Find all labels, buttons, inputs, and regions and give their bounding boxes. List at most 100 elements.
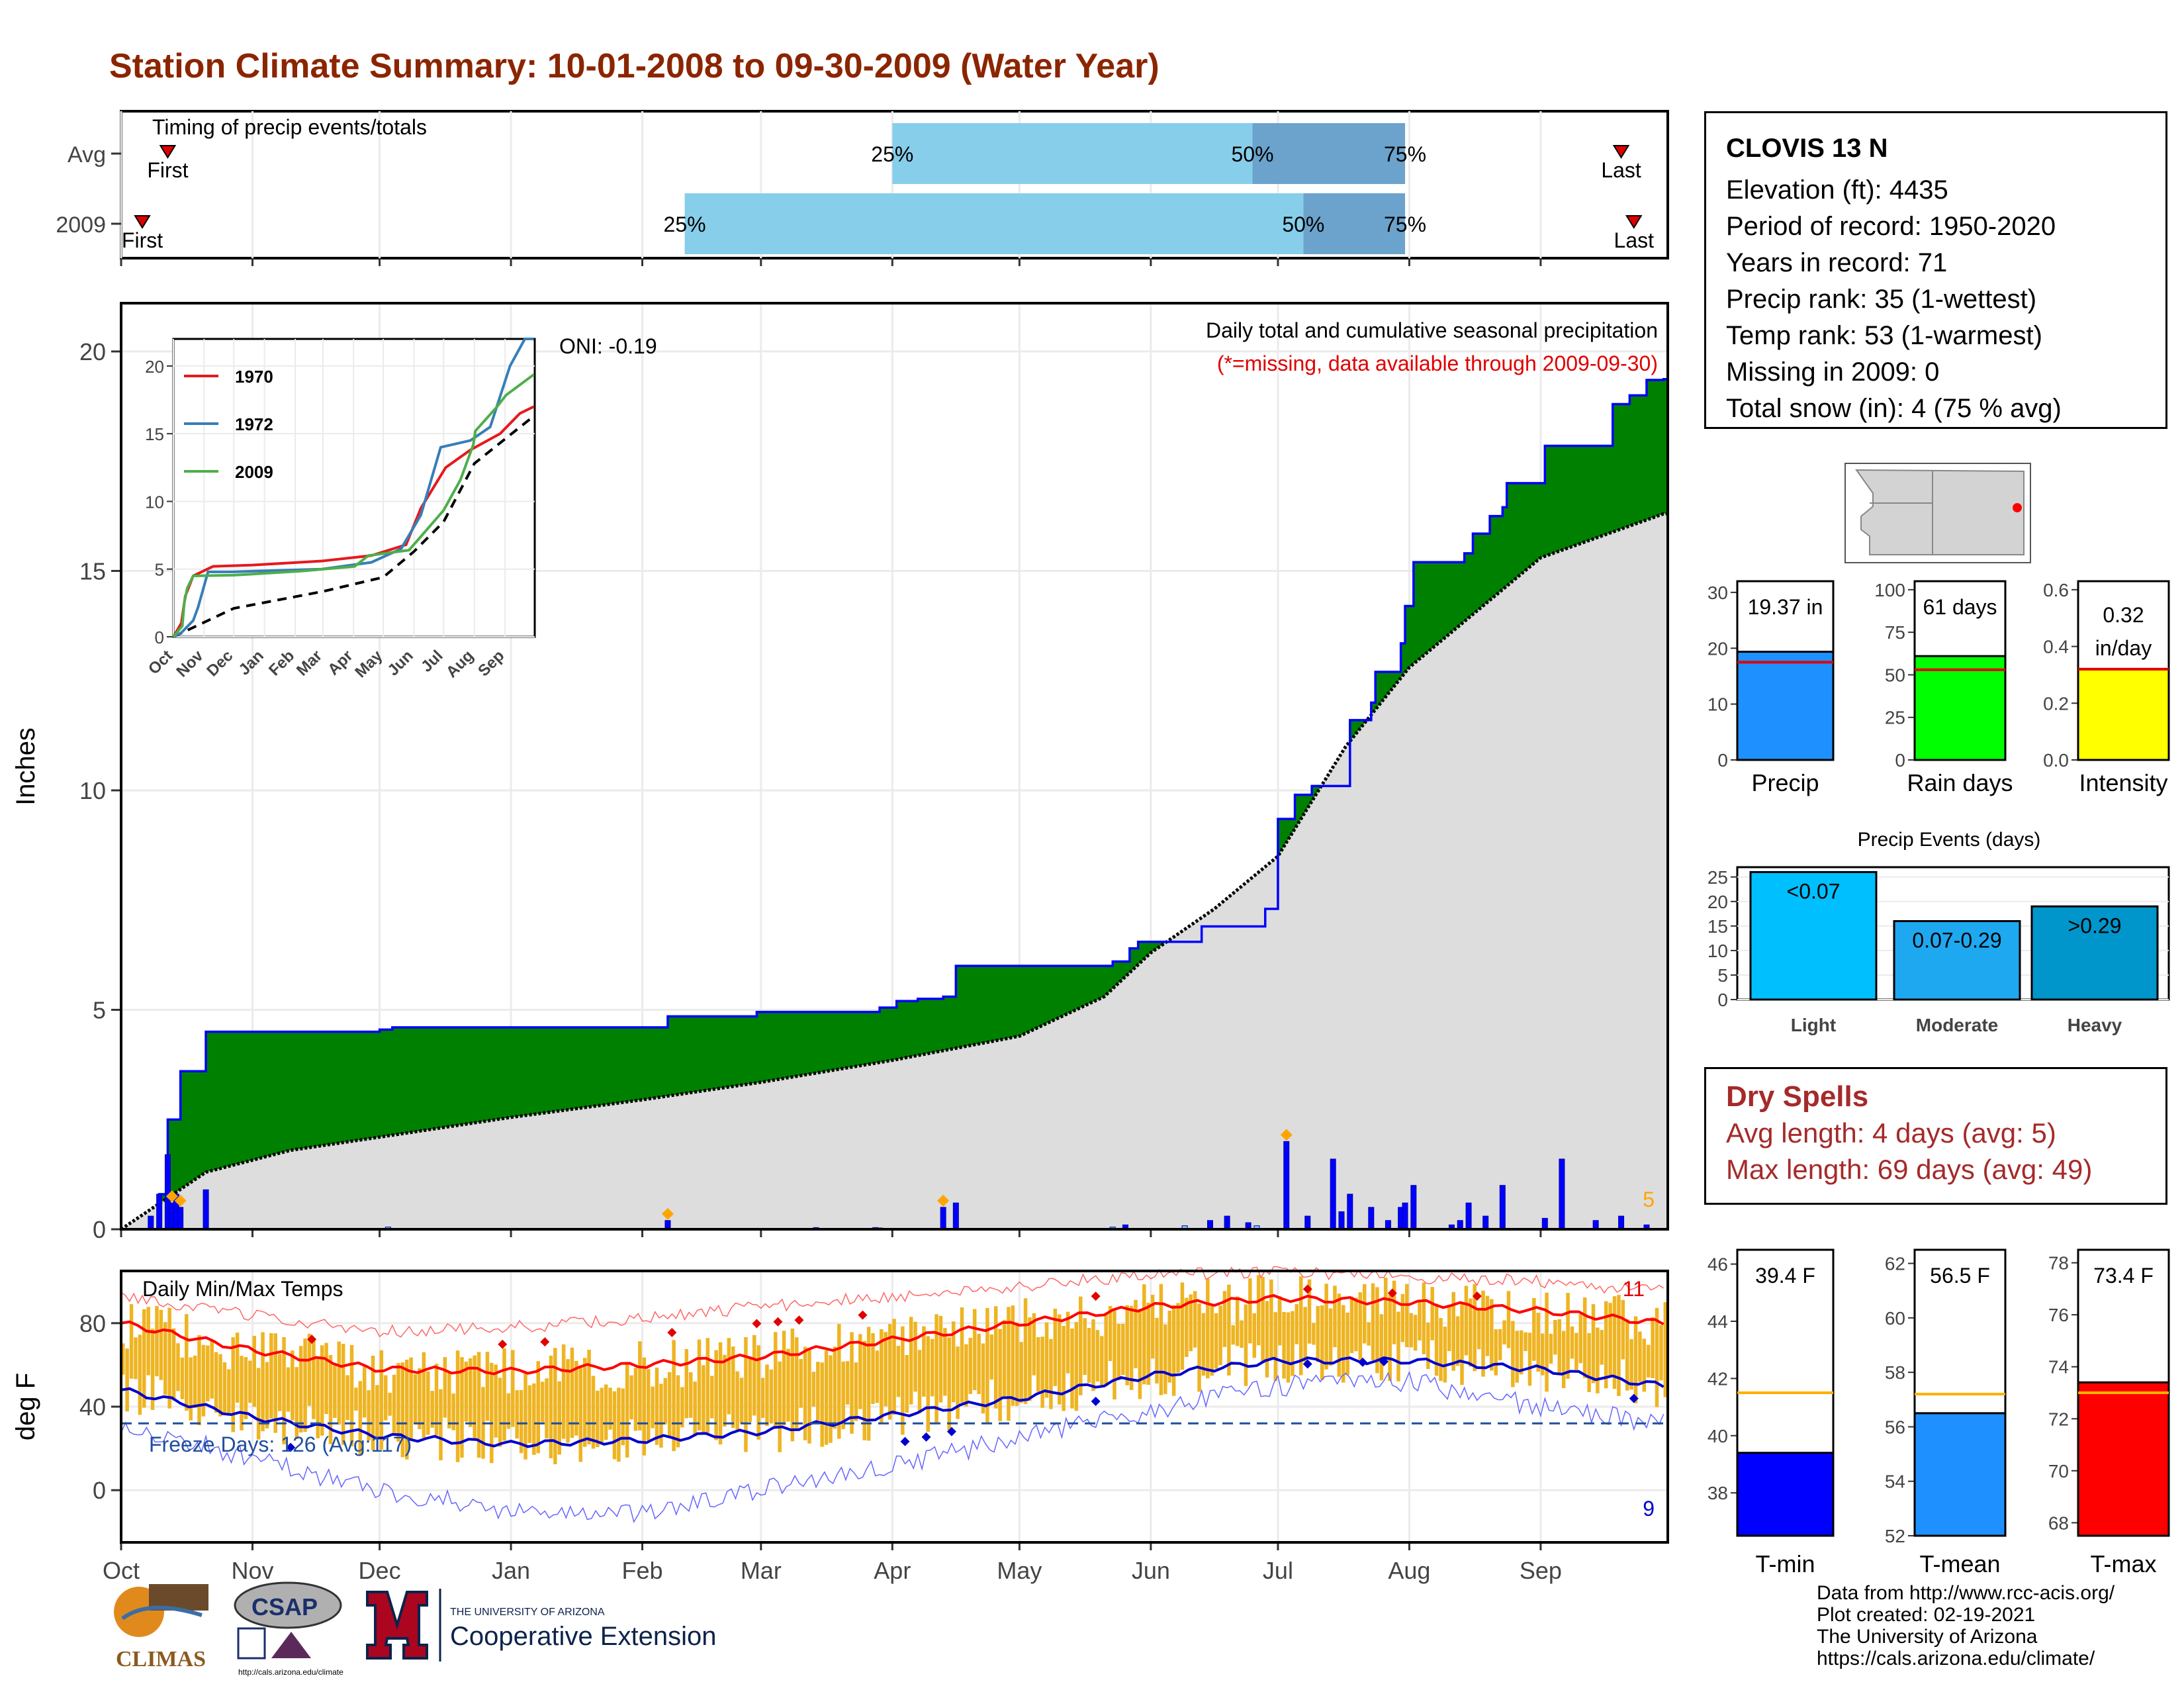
temp-total-label: T-min <box>1756 1550 1815 1577</box>
credits: Data from http://www.rcc-acis.org/ Plot … <box>1817 1582 2115 1669</box>
precip-ytick-label: 5 <box>93 996 106 1023</box>
station-name: CLOVIS 13 N <box>1726 134 1888 163</box>
station-years: Years in record: 71 <box>1726 248 1948 277</box>
record-low-line <box>120 1370 1664 1524</box>
timing-first-marker <box>134 215 151 229</box>
events-bar-label: >0.29 <box>2068 914 2122 937</box>
temp-total-value: 73.4 F <box>2093 1264 2154 1288</box>
record-low-marker <box>1629 1393 1639 1403</box>
timing-last-marker <box>1625 215 1643 229</box>
station-snow: Total snow (in): 4 (75 % avg) <box>1726 394 2062 423</box>
precip-daily-bar <box>148 1215 154 1230</box>
timing-bar-25-50 <box>892 123 1253 184</box>
month-label: Jul <box>1263 1557 1293 1584</box>
precip-total-1-ytick-label: 75 <box>1885 622 1905 643</box>
inset-ytick-label: 15 <box>145 424 164 444</box>
record-high-marker <box>1302 1284 1312 1294</box>
temp-total-ytick-label: 62 <box>1885 1254 1905 1274</box>
timing-label-25: 25% <box>871 142 913 166</box>
events-ytick-label: 15 <box>1707 916 1728 937</box>
station-period: Period of record: 1950-2020 <box>1726 212 2056 241</box>
events-ytick-label: 20 <box>1707 892 1728 912</box>
precip-daily-bar <box>1618 1215 1625 1230</box>
logos: CLIMAS CSAP http://cals.arizona.edu/clim… <box>114 1581 716 1677</box>
temp-total-value: 56.5 F <box>1930 1264 1990 1288</box>
record-high-marker <box>540 1337 550 1347</box>
snow-count: 5 <box>1643 1188 1655 1211</box>
station-location-marker <box>2013 503 2022 512</box>
events-bar-label: 0.07-0.29 <box>1912 928 2001 952</box>
dry-spells-avg: Avg length: 4 days (avg: 5) <box>1726 1117 2056 1149</box>
events-ytick-label: 5 <box>1717 965 1728 986</box>
record-high-marker <box>1387 1288 1397 1298</box>
timing-row-label: Avg <box>68 142 106 167</box>
inset-legend-label: 2009 <box>235 462 273 482</box>
station-info-box: CLOVIS 13 N Elevation (ft): 4435 Period … <box>1704 111 2167 429</box>
month-label: Sep <box>1520 1557 1562 1584</box>
record-high-marker <box>498 1339 508 1349</box>
events-bar <box>1749 870 1878 1001</box>
precip-total-0-ytick-label: 10 <box>1707 694 1728 715</box>
precip-total-0-ytick-label: 20 <box>1707 638 1728 659</box>
temp-total-ytick-label: 60 <box>1885 1308 1905 1329</box>
precip-daily-bar <box>1541 1217 1548 1230</box>
station-missing: Missing in 2009: 0 <box>1726 357 1940 387</box>
precip-climatology-area <box>121 514 1668 1230</box>
record-high-marker <box>794 1315 804 1325</box>
precip-daily-bar <box>1283 1141 1290 1230</box>
temp-total-ytick-label: 58 <box>1885 1362 1905 1383</box>
inset-series-line <box>173 338 534 638</box>
record-high-marker <box>773 1317 783 1327</box>
precip-daily-bar <box>1402 1202 1408 1230</box>
precip-title: Daily total and cumulative seasonal prec… <box>1206 318 1658 342</box>
precip-total-value: 19.37 in <box>1748 595 1823 619</box>
precip-total-value: 61 days <box>1923 595 1997 619</box>
snow-marker <box>1280 1129 1293 1141</box>
precip-daily-bar <box>1410 1185 1417 1230</box>
timing-title: Timing of precip events/totals <box>152 115 427 139</box>
events-category-label: Moderate <box>1916 1015 1998 1035</box>
month-label: Apr <box>874 1557 911 1584</box>
record-high-marker <box>1091 1291 1101 1301</box>
record-high-marker <box>307 1335 317 1344</box>
temp-total-value: 39.4 F <box>1755 1264 1815 1288</box>
precip-total-2-ytick-label: 0.6 <box>2043 580 2069 600</box>
month-label: Feb <box>622 1557 663 1584</box>
freeze-days-label: Freeze Days: 126 (Avg:117) <box>149 1432 412 1456</box>
events-bar <box>1893 919 2021 1001</box>
month-label: Nov <box>231 1557 273 1584</box>
temp-total-ytick-label: 54 <box>1885 1472 1905 1492</box>
temp-total-ytick-label: 72 <box>2048 1409 2069 1429</box>
events-category-label: Light <box>1791 1015 1836 1035</box>
events-category-label: Heavy <box>2068 1015 2122 1035</box>
page-title: Station Climate Summary: 10-01-2008 to 0… <box>109 47 1160 85</box>
snow-marker <box>174 1194 187 1207</box>
precip-total-0-bar <box>1736 651 1835 761</box>
timing-bar-50-75 <box>1303 193 1406 254</box>
precip-ytick-label: 15 <box>79 557 106 585</box>
timing-label-50: 50% <box>1232 142 1274 166</box>
temp-total-bar <box>1913 1412 2007 1537</box>
month-label: Oct <box>103 1557 140 1584</box>
climas-logo: CLIMAS <box>114 1584 208 1671</box>
precip-total-2-ytick-label: 0.0 <box>2043 750 2069 771</box>
events-ytick-label: 10 <box>1707 941 1728 961</box>
precip-daily-bar <box>1304 1215 1311 1230</box>
avg-tmin-line <box>120 1356 1664 1448</box>
inset-legend-label: 1970 <box>235 367 273 387</box>
month-label: Jan <box>492 1557 530 1584</box>
precip-total-1-bar <box>1913 655 2007 761</box>
timing-bar-50-75 <box>1252 123 1406 184</box>
temp-panel-frame <box>120 1270 1669 1544</box>
dry-spells-box: Dry Spells Avg length: 4 days (avg: 5) M… <box>1704 1067 2167 1205</box>
precip-daily-bar <box>1224 1215 1230 1230</box>
station-temp-rank: Temp rank: 53 (1-warmest) <box>1726 321 2042 350</box>
precip-total-1-ytick-label: 100 <box>1874 580 1905 600</box>
snow-marker <box>165 1190 178 1203</box>
precip-total-2-ytick-label: 0.4 <box>2043 637 2069 657</box>
record-low-marker <box>1091 1396 1101 1406</box>
precip-total-2-ytick-label: 0.2 <box>2043 693 2069 714</box>
dry-spells-title: Dry Spells <box>1726 1080 1869 1113</box>
precip-daily-bar <box>1559 1158 1565 1230</box>
ua-small-text: THE UNIVERSITY OF ARIZONA <box>450 1607 605 1618</box>
